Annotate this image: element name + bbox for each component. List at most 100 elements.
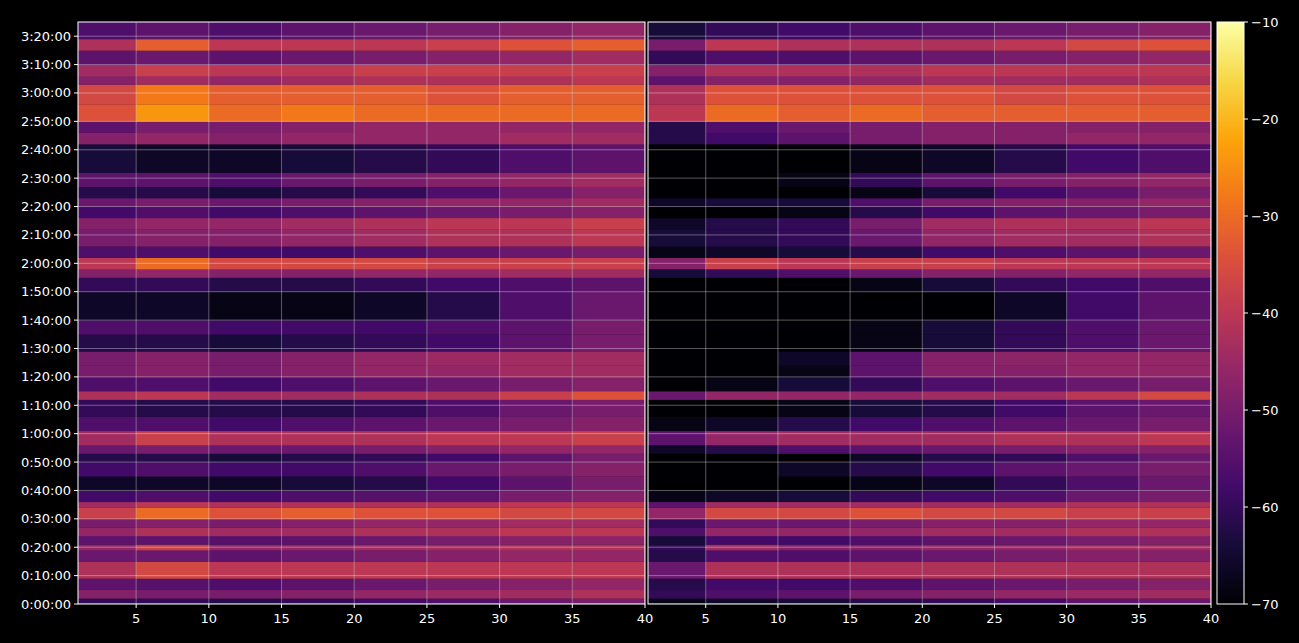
heat-cell	[1067, 462, 1139, 476]
heat-cell	[136, 76, 209, 85]
heat-cell	[354, 590, 427, 599]
heat-cell	[850, 334, 922, 351]
heat-cell	[778, 246, 850, 258]
heat-cell	[354, 366, 427, 378]
heat-cell	[706, 502, 778, 508]
heat-cell	[282, 22, 355, 39]
heat-cell	[500, 229, 573, 246]
grid-line	[572, 22, 573, 604]
heat-cell	[354, 84, 427, 104]
heat-cell	[136, 121, 209, 133]
heat-cell	[994, 269, 1066, 278]
heat-cell	[427, 269, 500, 278]
heat-cell	[209, 351, 282, 365]
heat-cell	[78, 76, 136, 85]
heat-cell	[78, 229, 136, 246]
heat-cell	[1139, 172, 1211, 186]
tick-mark	[1211, 604, 1212, 608]
y-tick-label: 1:00:00	[21, 426, 71, 441]
heat-cell	[1139, 445, 1211, 454]
heat-cell	[778, 519, 850, 528]
heat-cell	[78, 502, 136, 508]
heat-cell	[500, 50, 573, 64]
heat-cell	[209, 104, 282, 121]
heat-cell	[209, 590, 282, 599]
heat-cell	[922, 65, 994, 77]
heat-cell	[282, 246, 355, 258]
heat-cell	[706, 377, 778, 391]
grid-line	[648, 462, 1211, 463]
heat-cell	[354, 400, 427, 417]
grid-line	[136, 22, 137, 604]
heat-cell	[427, 431, 500, 445]
heat-cell	[706, 431, 778, 445]
y-tick-label: 0:30:00	[21, 511, 71, 526]
heat-cell	[209, 76, 282, 85]
heat-cell	[572, 218, 645, 230]
heat-cell	[1067, 292, 1139, 321]
heat-cell	[648, 400, 706, 417]
heat-cell	[209, 400, 282, 417]
colorbar-tick	[1244, 604, 1248, 605]
heat-cell	[778, 431, 850, 445]
y-tick-label: 2:00:00	[21, 256, 71, 271]
heat-cell	[1139, 133, 1211, 145]
heat-cell	[136, 476, 209, 490]
heat-cell	[1067, 218, 1139, 230]
heat-cell	[136, 104, 209, 121]
heat-cell	[572, 476, 645, 490]
heat-cell	[136, 454, 209, 463]
heat-cell	[648, 590, 706, 599]
heat-cell	[209, 377, 282, 391]
heat-cell	[354, 377, 427, 391]
tick-mark	[74, 462, 78, 463]
heat-cell	[354, 417, 427, 431]
heat-cell	[1067, 187, 1139, 199]
plot-area	[648, 22, 1211, 604]
heat-cell	[572, 431, 645, 445]
heat-cell	[1139, 121, 1211, 133]
heat-cell	[78, 207, 136, 219]
y-tick-label: 1:40:00	[21, 313, 71, 328]
heat-cell	[136, 269, 209, 278]
heat-cell	[78, 172, 136, 186]
heat-cell	[922, 507, 994, 519]
heat-cell	[1067, 207, 1139, 219]
heat-cell	[778, 320, 850, 334]
heat-cell	[706, 527, 778, 536]
y-tick-label: 1:50:00	[21, 284, 71, 299]
tick-mark	[922, 604, 923, 608]
heat-cell	[1067, 590, 1139, 599]
y-tick-label: 2:50:00	[21, 114, 71, 129]
heat-cell	[648, 84, 706, 104]
heat-cell	[1067, 76, 1139, 85]
heat-cell	[354, 76, 427, 85]
heat-cell	[922, 527, 994, 536]
heat-cell	[282, 391, 355, 400]
heat-cell	[994, 121, 1066, 133]
heat-cell	[778, 133, 850, 145]
heat-cell	[922, 578, 994, 590]
axes-frame	[78, 22, 645, 604]
heat-cell	[1139, 462, 1211, 476]
heat-cell	[1067, 84, 1139, 104]
heat-cell	[282, 39, 355, 51]
heat-cell	[994, 377, 1066, 391]
grid-line	[705, 22, 706, 604]
heat-cell	[1067, 502, 1139, 508]
heat-cell	[427, 65, 500, 77]
y-tick-label: 2:10:00	[21, 227, 71, 242]
heat-cell	[427, 377, 500, 391]
heat-cell	[78, 462, 136, 476]
grid-line	[648, 121, 1211, 122]
heat-cell	[354, 121, 427, 133]
heat-cell	[572, 454, 645, 463]
heat-cell	[572, 536, 645, 545]
heat-cell	[1139, 377, 1211, 391]
heat-cell	[572, 133, 645, 145]
heat-cell	[427, 320, 500, 334]
heat-cell	[1067, 578, 1139, 590]
colorbar-tick	[1244, 313, 1248, 314]
heat-cell	[706, 400, 778, 417]
heat-cell	[572, 334, 645, 351]
